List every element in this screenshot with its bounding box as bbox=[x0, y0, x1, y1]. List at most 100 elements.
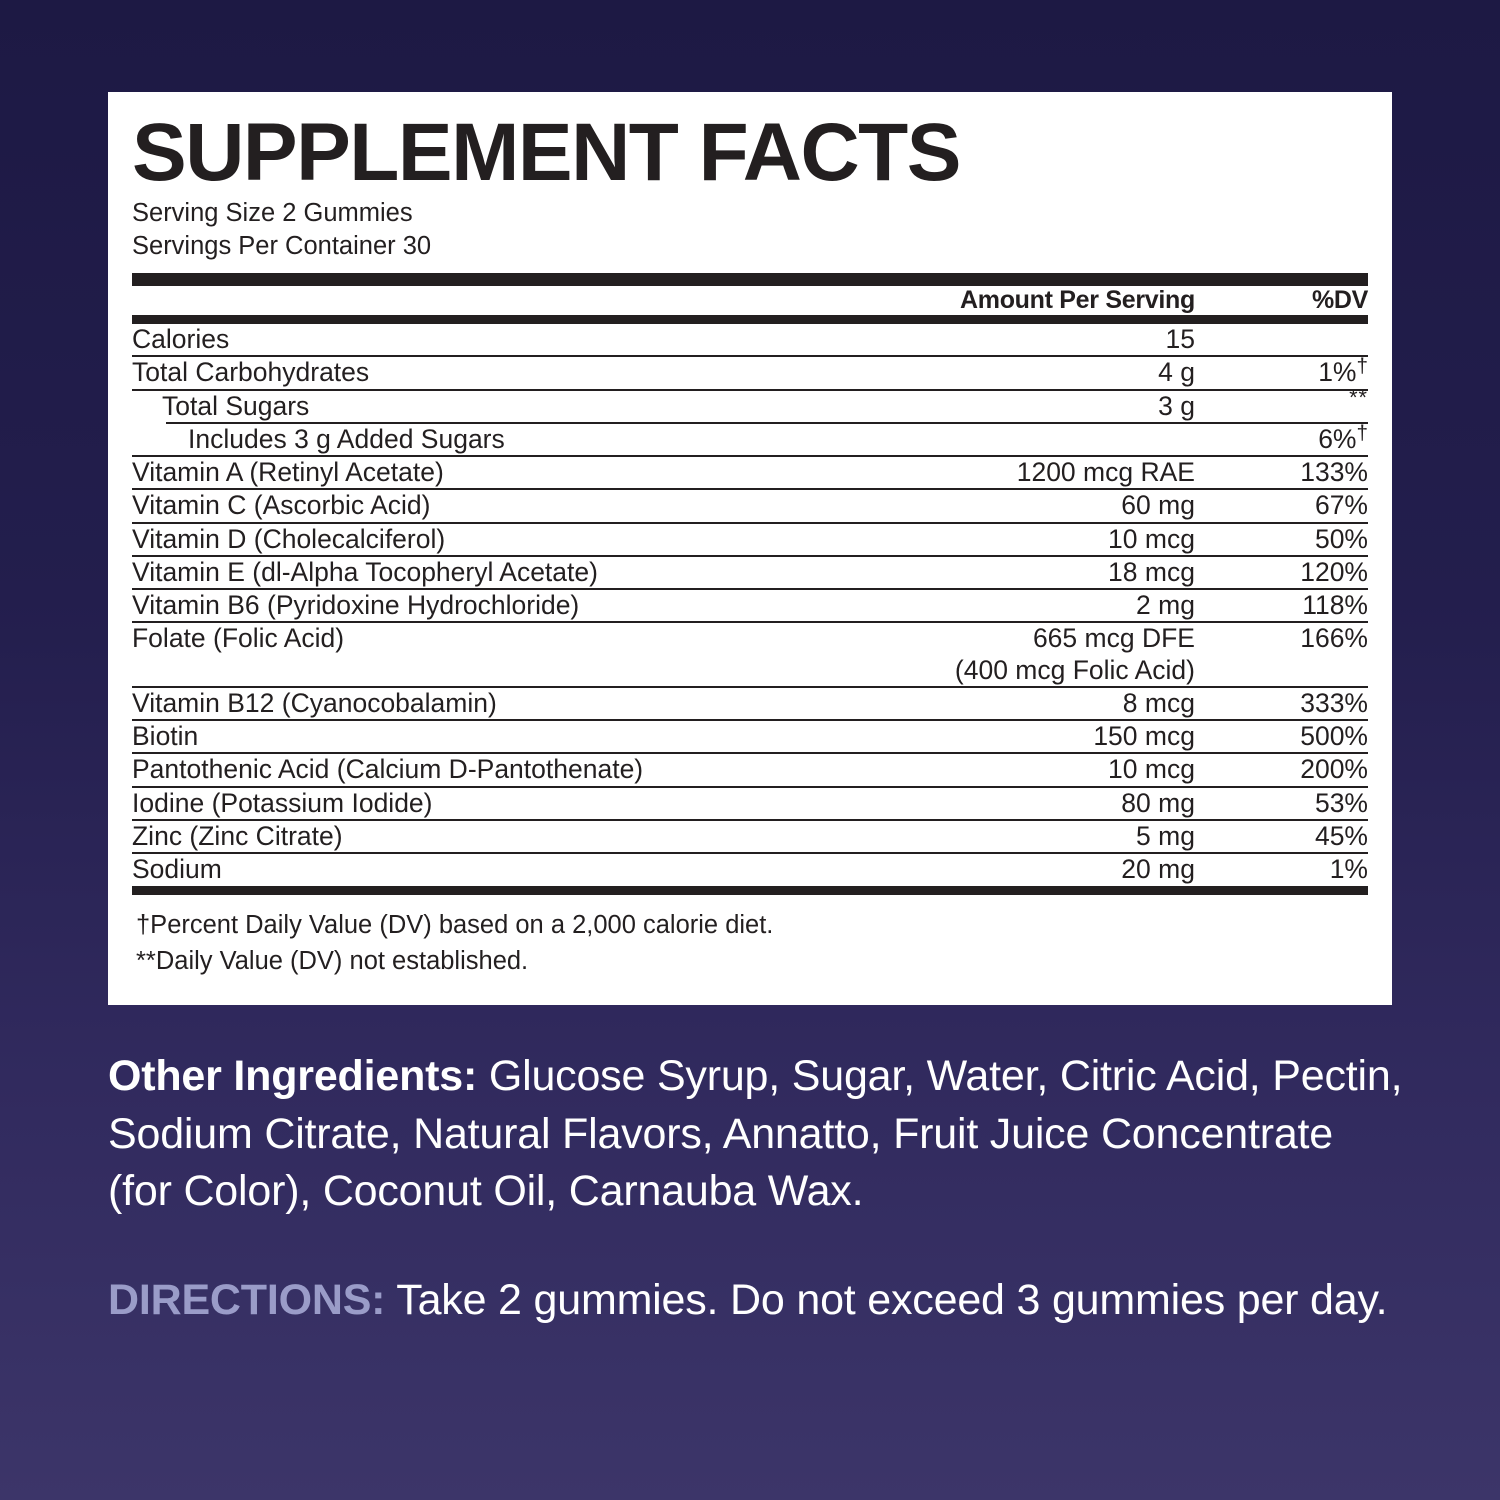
table-rule-row bbox=[132, 719, 1368, 722]
nutrient-percent-dv: 118% bbox=[1195, 590, 1368, 621]
table-rule bbox=[132, 388, 1368, 391]
divider-heavy-top bbox=[132, 273, 1368, 286]
table-row: Zinc (Zinc Citrate) 5 mg 45% bbox=[132, 821, 1368, 852]
nutrient-amount: 3 g bbox=[824, 391, 1195, 422]
nutrient-name: Zinc (Zinc Citrate) bbox=[132, 820, 343, 851]
table-row: Vitamin D (Cholecalciferol) 10 mcg 50% bbox=[132, 524, 1368, 555]
servings-per-container: Servings Per Container 30 bbox=[132, 231, 432, 260]
footnote-line: **Daily Value (DV) not established. bbox=[136, 946, 529, 975]
dv-value: 6% bbox=[1318, 423, 1357, 454]
nutrient-percent-dv: 500% bbox=[1195, 721, 1368, 752]
directions-text: Take 2 gummies. Do not exceed 3 gummies … bbox=[385, 1276, 1388, 1324]
nutrient-name: Vitamin A (Retinyl Acetate) bbox=[132, 457, 444, 488]
nutrient-name: Total Carbohydrates bbox=[132, 357, 370, 388]
amount-primary: 18 mcg bbox=[1108, 556, 1195, 587]
table-row: Pantothenic Acid (Calcium D-Pantothenate… bbox=[132, 754, 1368, 785]
dagger-marker: † bbox=[1356, 354, 1369, 378]
nutrient-percent-dv: 120% bbox=[1195, 557, 1368, 588]
table-rule-row bbox=[132, 488, 1368, 491]
dv-value: 166% bbox=[1300, 623, 1368, 654]
other-ingredients-text: Glucose Syrup, Sugar, Water, Citric Acid… bbox=[108, 1052, 1403, 1216]
nutrient-percent-dv: 67% bbox=[1195, 490, 1368, 521]
other-ingredients-label: Other Ingredients: bbox=[108, 1052, 478, 1100]
dv-value: 1% bbox=[1318, 357, 1357, 388]
panel-title: SUPPLEMENT FACTS bbox=[132, 107, 961, 198]
divider-heavy-header bbox=[132, 315, 1368, 324]
dagger-marker: † bbox=[1356, 421, 1369, 445]
table-rule-row bbox=[132, 752, 1368, 755]
table-rule-row bbox=[132, 588, 1368, 591]
table-rule bbox=[132, 554, 1368, 557]
table-rule bbox=[132, 621, 1368, 624]
nutrient-percent-dv: 53% bbox=[1195, 788, 1368, 819]
nutrient-percent-dv: 1%† bbox=[1195, 354, 1369, 388]
table-rule bbox=[132, 455, 1368, 458]
nutrient-amount bbox=[824, 424, 1195, 455]
divider-heavy-bottom bbox=[132, 885, 1368, 895]
nutrient-percent-dv bbox=[1195, 324, 1368, 355]
nutrient-percent-dv: 50% bbox=[1195, 524, 1368, 555]
nutrient-name: Vitamin B6 (Pyridoxine Hydrochloride) bbox=[132, 590, 580, 621]
supplement-facts-panel: SUPPLEMENT FACTS Serving Size 2 Gummies … bbox=[108, 92, 1392, 1005]
table-rule-row bbox=[132, 852, 1368, 855]
amount-primary: 80 mg bbox=[1121, 787, 1195, 818]
table-rule bbox=[132, 488, 1368, 491]
table-row: Vitamin B12 (Cyanocobalamin) 8 mcg 333% bbox=[132, 688, 1368, 719]
other-ingredients-block: Other Ingredients: Glucose Syrup, Sugar,… bbox=[108, 1048, 1408, 1221]
table-header-row: Amount Per Serving %DV bbox=[132, 286, 1368, 315]
nutrient-amount: 20 mg bbox=[824, 854, 1195, 885]
table-row: Total Sugars 3 g ** bbox=[132, 384, 1368, 422]
amount-primary: 1200 mcg RAE bbox=[1016, 457, 1195, 488]
table-rule bbox=[132, 521, 1368, 524]
nutrient-name: Includes 3 g Added Sugars bbox=[188, 423, 505, 454]
nutrient-amount: 665 mcg DFE (400 mcg Folic Acid) bbox=[824, 623, 1195, 686]
table-row: Sodium 20 mg 1% bbox=[132, 854, 1368, 885]
nutrient-percent-dv: 6%† bbox=[1195, 421, 1369, 455]
table-row: Vitamin B6 (Pyridoxine Hydrochloride) 2 m… bbox=[132, 590, 1368, 621]
table-row: Calories 15 bbox=[132, 324, 1368, 355]
amount-primary: 5 mg bbox=[1136, 820, 1195, 851]
table-rule-row bbox=[132, 785, 1368, 788]
dv-value: 118% bbox=[1302, 590, 1368, 621]
table-rule-row bbox=[132, 521, 1368, 524]
table-rule-row bbox=[132, 554, 1368, 557]
nutrient-percent-dv: 45% bbox=[1195, 821, 1368, 852]
amount-primary: 60 mg bbox=[1121, 490, 1195, 521]
amount-primary: 665 mcg DFE bbox=[1032, 623, 1195, 654]
amount-primary: 150 mcg bbox=[1093, 721, 1195, 752]
amount-primary: 3 g bbox=[1158, 390, 1195, 421]
nutrient-percent-dv: ** bbox=[1349, 384, 1368, 410]
table-row: Vitamin E (dl-Alpha Tocopheryl Acetate) 1… bbox=[132, 557, 1368, 588]
table-rule bbox=[132, 818, 1368, 821]
nutrient-percent-dv: 200% bbox=[1195, 754, 1368, 785]
nutrient-percent-dv: 166% bbox=[1195, 623, 1368, 686]
serving-size: Serving Size 2 Gummies bbox=[132, 198, 413, 227]
nutrient-amount: 1200 mcg RAE bbox=[824, 457, 1195, 488]
amount-primary: 15 bbox=[1165, 324, 1195, 354]
table-rule bbox=[166, 421, 1368, 424]
nutrient-amount: 4 g bbox=[824, 357, 1195, 388]
dv-value: 200% bbox=[1300, 754, 1368, 785]
amount-primary: 4 g bbox=[1158, 357, 1195, 388]
dv-value: 50% bbox=[1314, 523, 1368, 554]
table-rule bbox=[132, 685, 1368, 688]
directions-label: DIRECTIONS: bbox=[108, 1276, 386, 1324]
nutrient-amount: 150 mcg bbox=[824, 721, 1195, 752]
table-row: Includes 3 g Added Sugars 6%† bbox=[132, 421, 1369, 455]
table-row: Vitamin C (Ascorbic Acid) 60 mg 67% bbox=[132, 490, 1368, 521]
amount-primary: 10 mcg bbox=[1108, 523, 1195, 554]
table-rule bbox=[132, 785, 1368, 788]
table-rule bbox=[132, 355, 1368, 358]
table-rule-row bbox=[132, 685, 1368, 688]
footnotes: †Percent Daily Value (DV) based on a 2,0… bbox=[132, 907, 1368, 979]
nutrient-name: Biotin bbox=[132, 721, 199, 752]
nutrient-name: Vitamin D (Cholecalciferol) bbox=[132, 523, 446, 554]
nutrient-amount: 5 mg bbox=[824, 821, 1195, 852]
nutrient-name: Total Sugars bbox=[162, 390, 310, 421]
table-rule-row bbox=[132, 421, 1368, 424]
nutrient-percent-dv: 133% bbox=[1195, 457, 1368, 488]
dv-value: 120% bbox=[1300, 556, 1368, 587]
table-rule-row bbox=[132, 455, 1368, 458]
footnote-line: †Percent Daily Value (DV) based on a 2,0… bbox=[136, 910, 774, 939]
amount-primary: 20 mg bbox=[1121, 854, 1195, 885]
